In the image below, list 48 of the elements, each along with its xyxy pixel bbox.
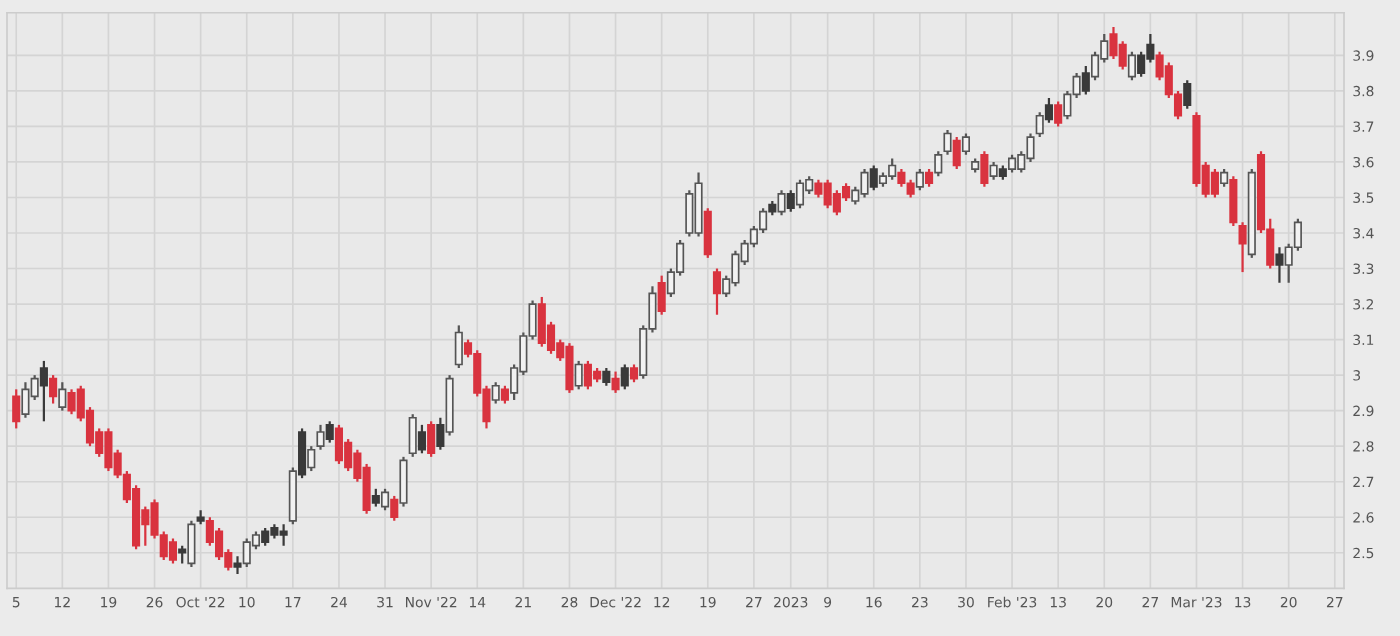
candlestick xyxy=(168,537,178,565)
candlestick xyxy=(1081,64,1090,96)
candlestick xyxy=(1229,175,1238,228)
candlestick xyxy=(49,374,58,405)
candlestick xyxy=(334,423,344,466)
candlestick xyxy=(786,189,795,213)
candlestick xyxy=(961,132,971,156)
candlestick xyxy=(574,359,583,391)
candlestick xyxy=(417,423,426,455)
candlestick xyxy=(1183,79,1192,110)
candlestick xyxy=(943,128,952,156)
candlestick xyxy=(1127,50,1136,82)
candlestick xyxy=(611,370,620,394)
candlestick xyxy=(777,189,786,217)
candlestick xyxy=(1054,100,1063,128)
candlestick xyxy=(380,487,390,512)
candlestick xyxy=(436,416,445,451)
candlestick xyxy=(39,359,48,423)
candlestick xyxy=(980,150,989,188)
candlestick xyxy=(12,388,21,430)
candlestick xyxy=(869,164,878,192)
candlestick xyxy=(712,267,722,316)
candlestick xyxy=(297,427,307,480)
candlestick xyxy=(657,274,666,316)
candlestick xyxy=(1210,167,1219,199)
candlestick xyxy=(233,555,242,576)
candlestick xyxy=(454,324,463,370)
candlestick xyxy=(1035,111,1044,139)
candlestick xyxy=(795,178,805,210)
candlestick xyxy=(620,363,629,391)
candlestick xyxy=(491,381,500,405)
candlestick xyxy=(1275,246,1284,284)
candlestick xyxy=(952,135,961,171)
candlestick xyxy=(703,207,712,259)
candlestick xyxy=(399,455,408,508)
candlestick xyxy=(187,519,196,569)
candlestick xyxy=(1137,50,1146,78)
candlestick xyxy=(325,420,334,444)
candlestick xyxy=(1238,221,1247,274)
candlestick xyxy=(934,150,943,178)
candlestick xyxy=(1044,96,1054,124)
candlestick xyxy=(307,445,316,473)
candlestick xyxy=(427,420,436,458)
candlestick xyxy=(915,167,924,192)
candlestick xyxy=(316,423,325,451)
candlestick xyxy=(58,381,67,412)
candlestick xyxy=(390,494,399,522)
candlestick xyxy=(408,413,417,458)
